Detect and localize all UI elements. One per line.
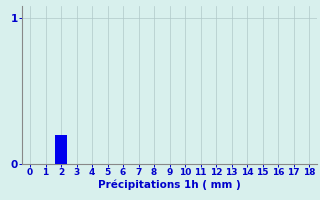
X-axis label: Précipitations 1h ( mm ): Précipitations 1h ( mm ) (98, 180, 241, 190)
Bar (55, 135, 67, 164)
